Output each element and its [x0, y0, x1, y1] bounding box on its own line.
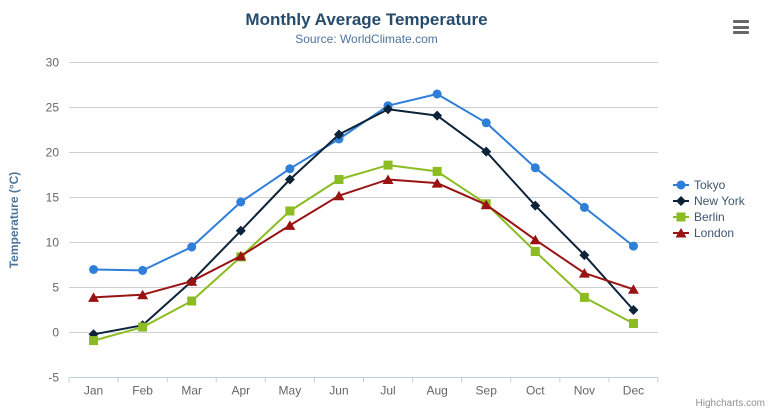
data-point-berlin[interactable] — [432, 166, 442, 176]
data-point-london[interactable] — [480, 199, 492, 210]
hamburger-menu-icon — [733, 25, 749, 29]
legend: Tokyo New York Berlin London — [673, 177, 745, 241]
legend-symbol-square-icon — [673, 212, 689, 222]
export-menu-button[interactable] — [733, 20, 749, 34]
series-line-berlin[interactable] — [92, 164, 635, 342]
data-point-berlin[interactable] — [530, 247, 540, 256]
chart-title: Monthly Average Temperature — [245, 10, 488, 29]
y-axis-label: 0 — [52, 326, 59, 340]
data-point-berlin[interactable] — [138, 322, 148, 332]
y-axis-label: 25 — [46, 101, 60, 115]
legend-item-berlin[interactable]: Berlin — [673, 209, 745, 225]
legend-label: Tokyo — [694, 178, 726, 192]
data-point-tokyo[interactable] — [530, 163, 540, 173]
data-point-london[interactable] — [627, 284, 639, 294]
data-point-new-york[interactable] — [284, 174, 295, 185]
legend-symbol-marker — [675, 228, 687, 238]
y-axis-label: 20 — [46, 146, 60, 160]
data-point-new-york[interactable] — [383, 104, 394, 115]
legend-item-london[interactable]: London — [673, 225, 745, 241]
legend-item-tokyo[interactable]: Tokyo — [673, 177, 745, 193]
chart-subtitle: Source: WorldClimate.com — [295, 32, 438, 46]
data-point-london[interactable] — [88, 292, 100, 302]
y-axis-label: -5 — [48, 371, 59, 385]
data-point-new-york[interactable] — [432, 110, 443, 121]
legend-symbol-diamond-icon — [673, 196, 689, 206]
legend-symbol-marker — [676, 180, 686, 190]
data-point-tokyo[interactable] — [432, 89, 442, 99]
x-axis-label: Jan — [84, 384, 103, 398]
y-axis-label: 15 — [46, 191, 60, 205]
data-point-london[interactable] — [382, 174, 394, 185]
series-line-tokyo[interactable] — [92, 93, 635, 272]
legend-label: London — [694, 226, 735, 240]
y-axis-title: Temperature (°C) — [7, 171, 21, 269]
data-point-new-york[interactable] — [235, 225, 246, 236]
credits-link[interactable]: Highcharts.com — [695, 398, 765, 409]
data-point-berlin[interactable] — [579, 292, 589, 302]
data-point-new-york[interactable] — [530, 200, 541, 211]
data-point-tokyo[interactable] — [89, 265, 99, 274]
x-axis-label: Nov — [574, 384, 595, 398]
x-axis-label: Mar — [181, 384, 202, 398]
data-point-london[interactable] — [284, 220, 296, 230]
data-point-berlin[interactable] — [285, 206, 295, 216]
y-axis-label: 10 — [46, 236, 60, 250]
x-axis-label: Oct — [526, 384, 545, 398]
data-point-tokyo[interactable] — [285, 164, 295, 174]
legend-symbol-marker — [676, 196, 686, 206]
legend-symbol-circle-icon — [673, 180, 689, 190]
y-axis-label: 5 — [52, 281, 59, 295]
data-point-london[interactable] — [235, 251, 247, 261]
data-point-new-york[interactable] — [481, 146, 492, 157]
legend-item-new-york[interactable]: New York — [673, 193, 745, 209]
data-point-new-york[interactable] — [628, 305, 639, 315]
legend-label: New York — [694, 194, 745, 208]
data-point-tokyo[interactable] — [187, 242, 197, 252]
y-axis-label: 30 — [46, 56, 60, 70]
data-point-berlin[interactable] — [89, 336, 99, 346]
data-point-tokyo[interactable] — [481, 118, 491, 128]
x-axis-label: Aug — [426, 384, 447, 398]
data-point-tokyo[interactable] — [579, 202, 589, 212]
x-axis-label: Jun — [329, 384, 348, 398]
data-point-london[interactable] — [529, 234, 541, 245]
x-axis-label: Feb — [132, 384, 153, 398]
data-point-tokyo[interactable] — [236, 197, 246, 207]
data-point-london[interactable] — [137, 289, 149, 300]
legend-symbol-triangle-icon — [673, 228, 689, 238]
data-point-berlin[interactable] — [187, 296, 197, 306]
legend-symbol-marker — [676, 212, 686, 222]
series-line-new-york[interactable] — [92, 108, 635, 336]
hamburger-menu-icon — [733, 31, 749, 34]
x-axis-label: May — [279, 384, 302, 398]
data-point-berlin[interactable] — [628, 319, 638, 328]
data-point-new-york[interactable] — [579, 250, 590, 261]
data-point-berlin[interactable] — [383, 160, 393, 170]
legend-label: Berlin — [694, 210, 725, 224]
x-axis-label: Sep — [476, 384, 498, 398]
data-point-tokyo[interactable] — [628, 241, 638, 251]
series-line-london[interactable] — [92, 178, 635, 299]
x-axis-label: Dec — [623, 384, 644, 398]
data-point-berlin[interactable] — [334, 175, 344, 184]
data-point-london[interactable] — [431, 178, 443, 188]
x-axis-label: Apr — [231, 384, 250, 398]
data-point-london[interactable] — [578, 268, 590, 278]
data-point-london[interactable] — [333, 190, 345, 201]
x-axis-label: Jul — [380, 384, 395, 398]
data-point-london[interactable] — [186, 276, 198, 286]
data-point-tokyo[interactable] — [138, 265, 148, 275]
data-point-new-york[interactable] — [333, 129, 344, 140]
hamburger-menu-icon — [733, 20, 749, 23]
